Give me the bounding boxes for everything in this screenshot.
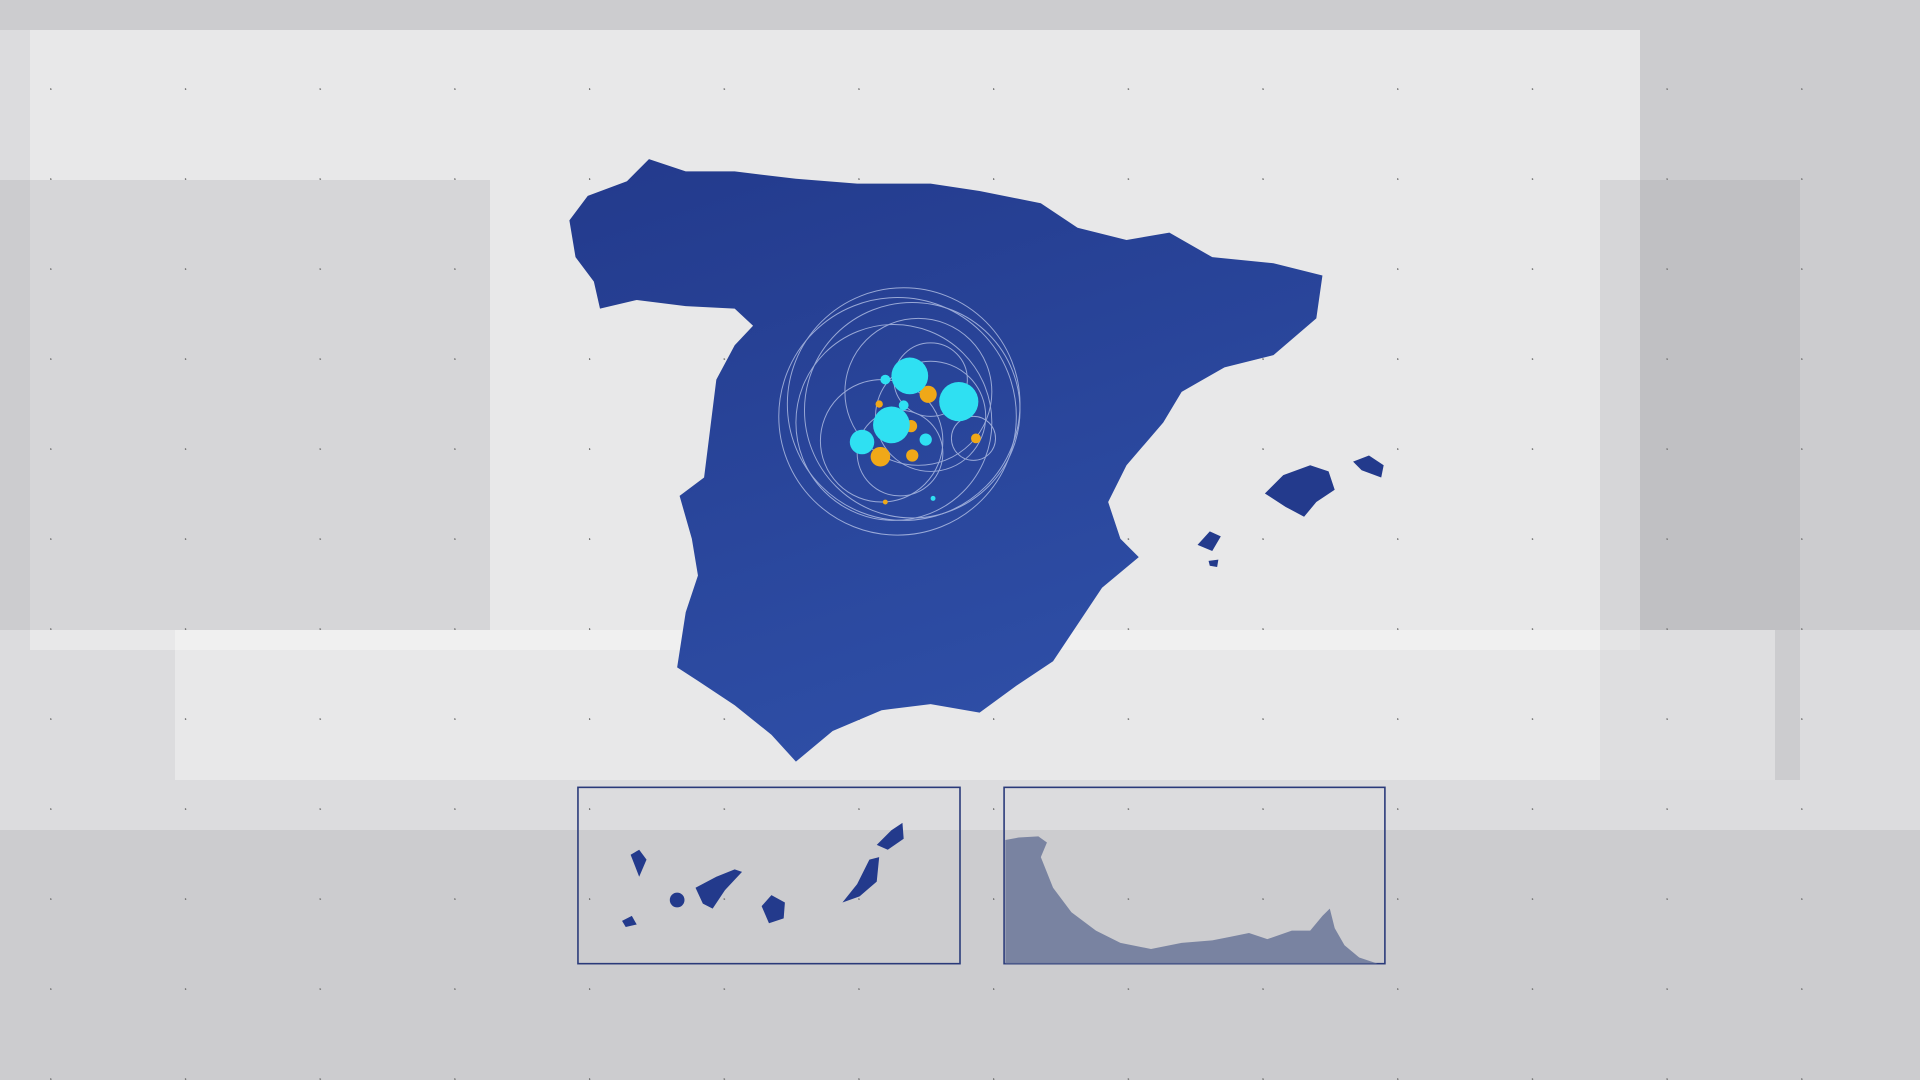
orange-marker — [971, 433, 981, 444]
orange-marker — [870, 446, 891, 467]
cyan-marker — [880, 374, 891, 385]
la-palma[interactable] — [630, 849, 647, 877]
orange-marker — [906, 449, 919, 462]
cyan-marker — [898, 400, 909, 411]
cyan-marker — [873, 406, 910, 444]
tenerife[interactable] — [695, 869, 743, 909]
mallorca[interactable] — [1264, 465, 1335, 517]
ibiza[interactable] — [1197, 531, 1221, 552]
formentera[interactable] — [1208, 559, 1219, 567]
cyan-marker — [930, 495, 936, 501]
cyan-marker — [891, 357, 929, 395]
cyan-marker — [849, 429, 875, 455]
lanzarote[interactable] — [876, 822, 904, 850]
data-markers — [849, 357, 981, 505]
cyan-marker — [919, 433, 932, 446]
el-hierro[interactable] — [622, 915, 637, 927]
cyan-marker — [939, 382, 979, 422]
orange-marker — [882, 499, 888, 505]
gran-canaria[interactable] — [761, 895, 785, 924]
inset-frame — [577, 786, 961, 965]
balearic-islands[interactable] — [1197, 455, 1384, 567]
la-gomera[interactable] — [669, 892, 685, 908]
orange-marker — [875, 400, 883, 408]
canary-islands-inset[interactable] — [577, 786, 961, 965]
fuerteventura[interactable] — [842, 857, 880, 903]
orange-marker — [919, 385, 937, 403]
menorca[interactable] — [1353, 455, 1384, 478]
